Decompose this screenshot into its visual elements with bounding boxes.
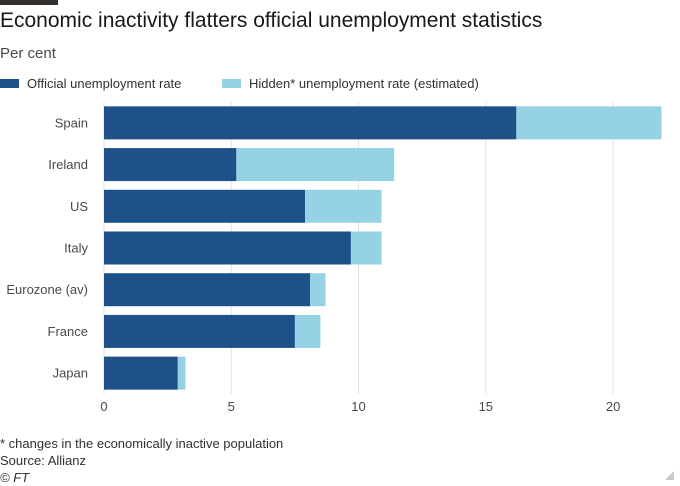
bar-eurozone-av--official [104, 273, 311, 307]
bar-spain-hidden [516, 106, 662, 140]
category-label-spain: Spain [55, 115, 88, 130]
category-label-eurozone-av-: Eurozone (av) [6, 282, 88, 297]
bar-eurozone-av--hidden [310, 273, 326, 307]
legend-label-official: Official unemployment rate [27, 76, 182, 91]
legend-swatch-hidden [222, 79, 241, 88]
legend-item-hidden: Hidden* unemployment rate (estimated) [222, 76, 479, 91]
bar-us-official [104, 189, 306, 223]
category-label-us: US [70, 199, 88, 214]
category-label-france: France [48, 324, 88, 339]
bar-france-official [104, 314, 295, 348]
bar-japan-hidden [177, 356, 186, 390]
x-tick-label-5: 5 [228, 399, 235, 414]
bar-italy-official [104, 231, 351, 265]
bar-ireland-official [104, 148, 237, 182]
copyright: © FT [0, 470, 30, 485]
x-tick-label-20: 20 [606, 399, 620, 414]
x-tick-label-10: 10 [351, 399, 365, 414]
footnote: * changes in the economically inactive p… [0, 436, 284, 451]
legend-swatch-official [0, 79, 19, 88]
x-tick-label-0: 0 [100, 399, 107, 414]
category-label-italy: Italy [64, 241, 88, 256]
legend-item-official: Official unemployment rate [0, 76, 181, 91]
source-note: Source: Allianz [0, 453, 86, 468]
bar-italy-hidden [350, 231, 382, 265]
category-label-ireland: Ireland [48, 157, 88, 172]
chart-title: Economic inactivity flatters official un… [0, 9, 543, 32]
bar-us-hidden [305, 189, 382, 223]
corner-mark [665, 471, 674, 480]
bar-ireland-hidden [236, 148, 395, 182]
category-label-japan: Japan [53, 366, 88, 381]
legend-label-hidden: Hidden* unemployment rate (estimated) [249, 76, 479, 91]
brand-top-bar [0, 0, 58, 5]
bar-france-hidden [294, 314, 321, 348]
chart-subtitle: Per cent [0, 45, 56, 62]
bar-japan-official [104, 356, 178, 390]
x-tick-label-15: 15 [479, 399, 493, 414]
bar-spain-official [104, 106, 517, 140]
